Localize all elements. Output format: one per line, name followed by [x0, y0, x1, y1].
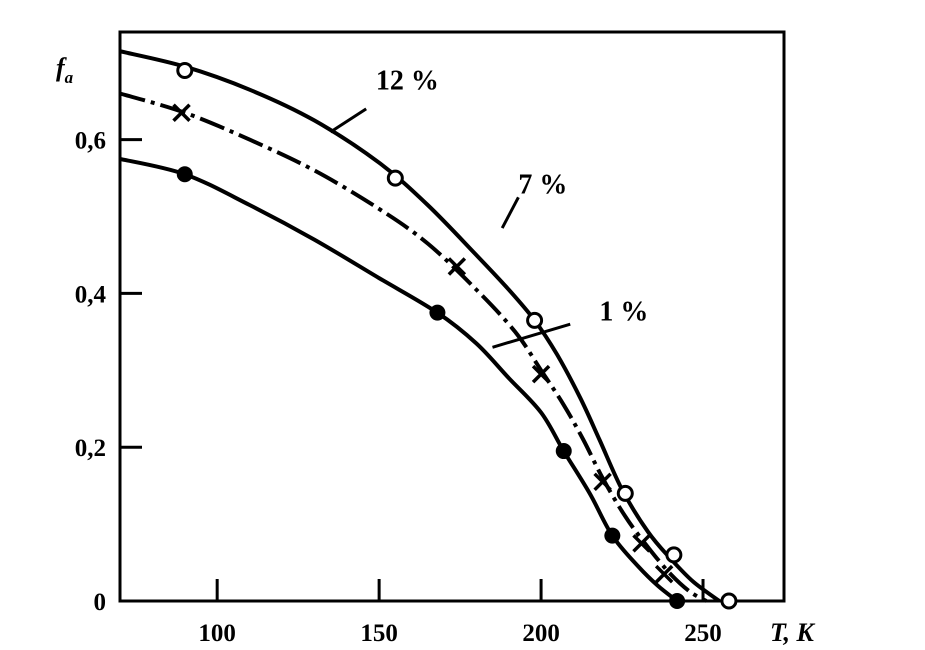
- y-axis-label: fa: [56, 53, 74, 87]
- data-point-open-circle: [386, 169, 404, 187]
- y-axis-label-sub: a: [65, 68, 74, 87]
- x-tick-label: 250: [684, 620, 722, 647]
- data-point-filled-circle: [429, 304, 446, 321]
- series-line-2: [119, 156, 679, 603]
- series-label: 12 %: [376, 66, 439, 97]
- series-line-0: [119, 49, 721, 603]
- y-tick-label: 0,2: [75, 435, 106, 462]
- x-tick-label: 150: [360, 620, 398, 647]
- data-point-filled-circle: [604, 527, 621, 544]
- callout-line: [492, 322, 571, 349]
- data-point-filled-circle: [176, 166, 193, 183]
- data-point-cross: [654, 564, 674, 584]
- data-point-open-circle: [176, 61, 194, 79]
- callout-line: [329, 107, 367, 134]
- data-point-cross: [593, 472, 612, 492]
- callout-line: [500, 196, 520, 229]
- data-point-filled-circle: [555, 443, 572, 460]
- data-point-open-circle: [665, 546, 683, 564]
- x-tick-label: 100: [198, 620, 236, 647]
- series-line-1: [119, 91, 708, 603]
- y-tick-label: 0,6: [75, 128, 106, 155]
- y-tick-label: 0,4: [75, 281, 107, 308]
- data-point-open-circle: [526, 311, 544, 329]
- y-axis-label-main: f: [56, 53, 67, 82]
- data-point-filled-circle: [669, 593, 686, 609]
- x-axis-label: T, K: [770, 618, 815, 647]
- series-label: 1 %: [599, 296, 648, 327]
- data-point-cross: [632, 534, 651, 553]
- data-point-open-circle: [616, 484, 634, 502]
- data-point-cross: [172, 103, 191, 122]
- x-tick-label: 200: [522, 620, 560, 647]
- series-label: 7 %: [518, 169, 567, 200]
- plot-frame: [118, 30, 786, 603]
- data-point-cross: [531, 364, 551, 384]
- data-point-cross: [447, 257, 467, 276]
- data-point-open-circle: [720, 592, 738, 610]
- y-tick-label: 0: [94, 589, 107, 616]
